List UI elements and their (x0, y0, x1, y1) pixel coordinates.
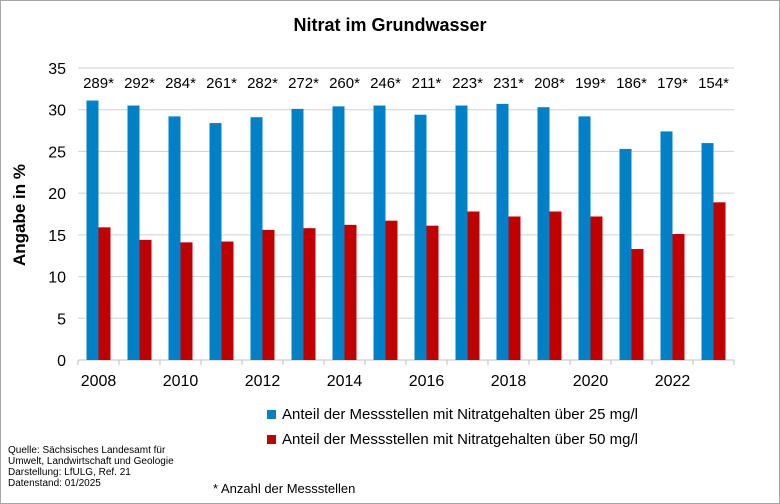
bar-over-25-2014 (332, 106, 345, 361)
source-line: Datenstand: 01/2025 (8, 478, 101, 489)
count-label: 231* (493, 75, 524, 92)
legend-swatch-blue (267, 410, 276, 419)
y-axis-label: Angabe in % (10, 164, 29, 266)
count-label: 282* (247, 75, 278, 92)
count-label: 208* (534, 75, 565, 92)
bar-over-25-2011 (209, 123, 222, 360)
legend-item-25: Anteil der Messstellen mit Nitratgehalte… (267, 406, 638, 423)
bar-over-50-2017 (467, 211, 480, 360)
x-tick-label: 2022 (655, 373, 691, 390)
bar-over-50-2010 (180, 242, 193, 360)
count-label: 154* (698, 75, 729, 92)
legend-label: Anteil der Messstellen mit Nitratgehalte… (282, 431, 639, 448)
count-label: 211* (412, 75, 442, 92)
x-tick-label: 2008 (81, 373, 117, 390)
bar-over-25-2020 (578, 116, 591, 360)
count-label: 223* (452, 75, 483, 92)
y-tick-label: 35 (48, 61, 66, 78)
count-label: 261* (206, 75, 237, 92)
bar-over-50-2012 (262, 229, 275, 360)
bar-over-50-2019 (549, 211, 562, 360)
bar-over-50-2020 (590, 216, 603, 360)
bar-over-50-2014 (344, 224, 357, 360)
count-label: 272* (288, 75, 319, 92)
bar-over-25-2012 (250, 117, 263, 360)
bar-over-25-2023 (701, 143, 714, 360)
bar-over-50-2015 (385, 220, 398, 360)
y-tick-label: 15 (48, 228, 66, 245)
y-tick-label: 0 (57, 353, 66, 370)
count-label: 186* (616, 75, 647, 92)
legend-label: Anteil der Messstellen mit Nitratgehalte… (282, 406, 639, 423)
source-note: Quelle: Sächsisches Landesamt für Umwelt… (8, 445, 174, 489)
bar-over-50-2021 (631, 249, 644, 360)
bar-over-25-2022 (660, 131, 673, 360)
bar-over-25-2017 (455, 105, 468, 361)
bar-over-25-2019 (537, 107, 550, 360)
legend-swatch-red (267, 435, 276, 444)
bar-over-50-2008 (98, 227, 111, 360)
count-label: 292* (124, 75, 155, 92)
legend-item-50: Anteil der Messstellen mit Nitratgehalte… (267, 431, 638, 448)
bar-over-50-2022 (672, 234, 685, 360)
bar-over-25-2018 (496, 103, 509, 361)
bar-over-50-2018 (508, 216, 521, 360)
count-label: 246* (370, 75, 401, 92)
chart-title: Nitrat im Grundwasser (293, 15, 486, 35)
x-tick-label: 2010 (163, 373, 199, 390)
footnote: * Anzahl der Messstellen (213, 481, 356, 496)
source-line: Darstellung: LfULG, Ref. 21 (8, 467, 131, 478)
count-label: 284* (165, 75, 196, 92)
x-tick-label: 2014 (327, 373, 363, 390)
bar-over-25-2013 (291, 108, 304, 360)
bar-over-25-2008 (86, 100, 99, 360)
y-tick-label: 20 (48, 186, 66, 203)
bar-over-25-2021 (619, 148, 632, 360)
bar-over-50-2011 (221, 241, 234, 360)
y-tick-label: 30 (48, 103, 66, 120)
bar-over-25-2009 (127, 105, 140, 361)
bar-over-25-2015 (373, 105, 386, 361)
y-tick-label: 10 (48, 270, 66, 287)
bar-over-50-2023 (713, 202, 726, 360)
source-line: Umwelt, Landwirtschaft und Geologie (8, 456, 174, 467)
bar-over-50-2009 (139, 239, 152, 360)
bar-over-25-2016 (414, 114, 427, 360)
count-label: 260* (329, 75, 360, 92)
x-tick-label: 2020 (573, 373, 609, 390)
y-tick-label: 5 (57, 311, 66, 328)
x-tick-label: 2018 (491, 373, 527, 390)
bar-over-50-2016 (426, 225, 439, 360)
bar-over-25-2010 (168, 116, 181, 360)
count-label: 199* (575, 75, 606, 92)
source-line: Quelle: Sächsisches Landesamt für (8, 445, 166, 456)
count-label: 179* (657, 75, 688, 92)
y-tick-label: 25 (48, 144, 66, 161)
bar-over-50-2013 (303, 228, 316, 360)
x-tick-label: 2012 (245, 373, 281, 390)
x-tick-label: 2016 (409, 373, 445, 390)
count-label: 289* (83, 75, 114, 92)
